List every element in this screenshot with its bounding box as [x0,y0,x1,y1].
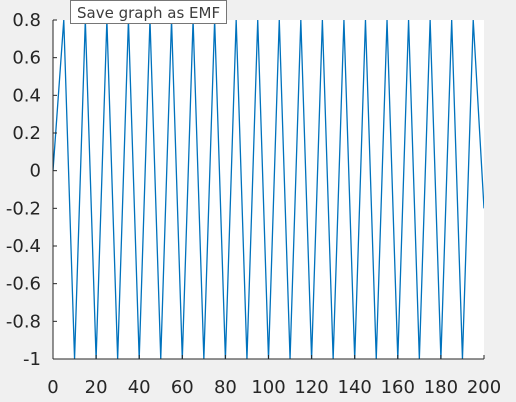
y-tick-label: 0.4 [12,85,41,106]
x-tick-label: 80 [214,377,237,398]
y-tick-label: -1 [23,349,41,370]
x-tick-label: 0 [47,377,58,398]
y-tick-label: -0.8 [6,311,41,332]
series-line-1 [53,20,484,359]
x-tick-label: 100 [251,377,285,398]
save-emf-tooltip: Save graph as EMF [70,0,228,24]
y-tick-label: -0.2 [6,198,41,219]
y-tick-label: 0.2 [12,123,41,144]
x-tick-label: 60 [171,377,194,398]
x-tick-label: 180 [424,377,458,398]
x-tick-label: 160 [381,377,415,398]
x-tick-label: 140 [338,377,372,398]
x-tick-label: 200 [467,377,501,398]
y-tick-label: 0 [30,161,41,182]
y-tick-label: -0.6 [6,274,41,295]
y-tick-label: 0.6 [12,48,41,69]
y-tick-label: -0.4 [6,236,41,257]
x-tick-label: 40 [128,377,151,398]
x-tick-label: 120 [294,377,328,398]
x-tick-label: 20 [85,377,108,398]
y-tick-label: 0.8 [12,10,41,31]
plot-area [53,20,484,359]
